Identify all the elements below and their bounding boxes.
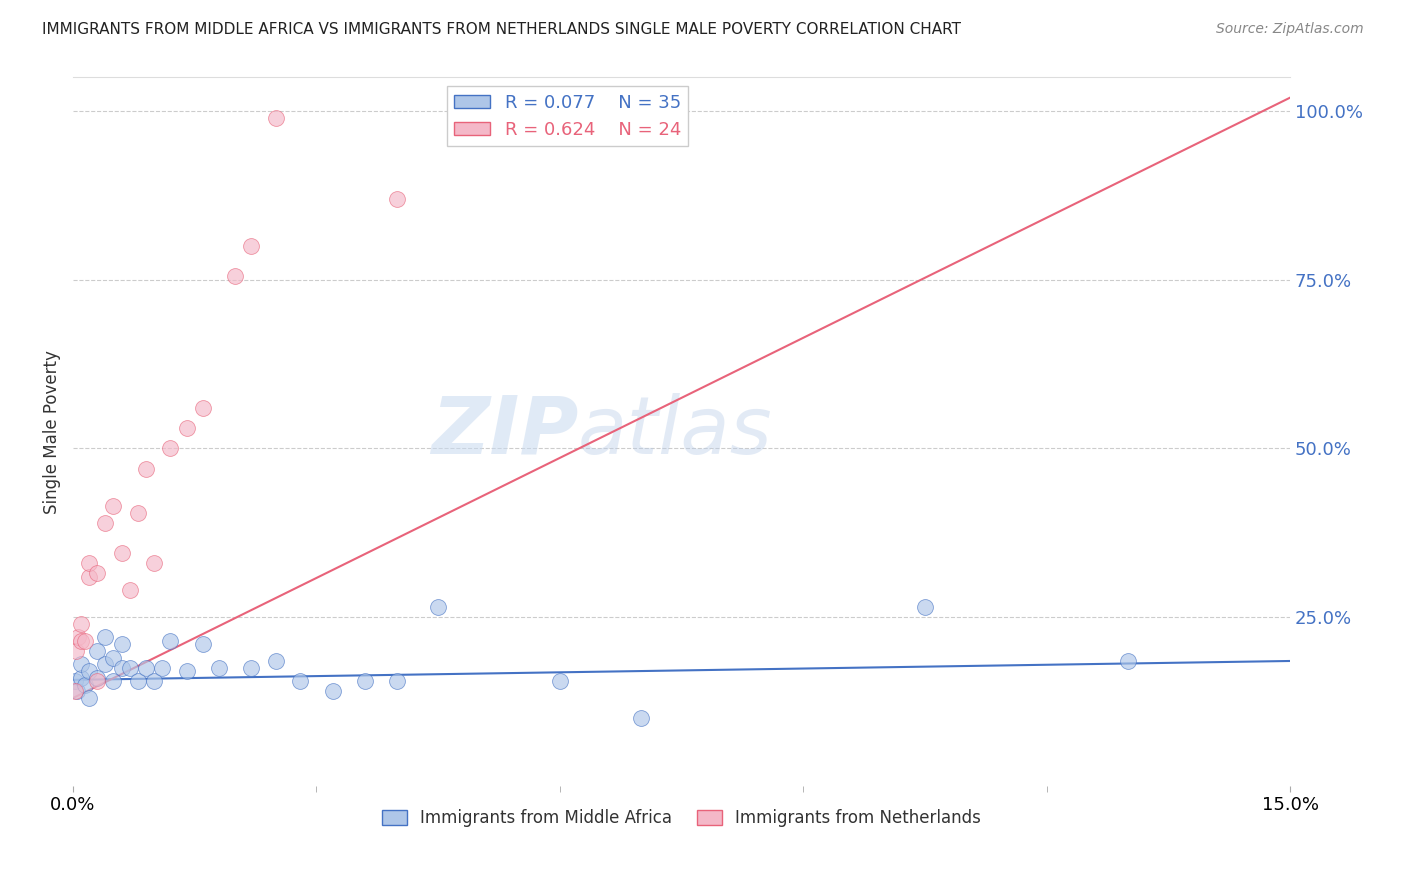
Point — [143, 556, 166, 570]
Point — [110, 637, 132, 651]
Point — [135, 461, 157, 475]
Point — [86, 671, 108, 685]
Legend: Immigrants from Middle Africa, Immigrants from Netherlands: Immigrants from Middle Africa, Immigrant… — [375, 803, 988, 834]
Point — [65, 644, 87, 658]
Point — [264, 111, 287, 125]
Point — [70, 671, 93, 685]
Text: ZIP: ZIP — [430, 392, 578, 471]
Point — [110, 661, 132, 675]
Point — [191, 637, 214, 651]
Point — [135, 661, 157, 675]
Point — [94, 516, 117, 530]
Point — [103, 650, 125, 665]
Point — [94, 657, 117, 672]
Point — [1116, 654, 1139, 668]
Point — [63, 684, 86, 698]
Point — [75, 633, 97, 648]
Point — [75, 677, 97, 691]
Point — [240, 661, 263, 675]
Point — [224, 269, 246, 284]
Point — [176, 421, 198, 435]
Point — [387, 674, 409, 689]
Point — [191, 401, 214, 415]
Point — [630, 711, 652, 725]
Point — [94, 631, 117, 645]
Point — [70, 633, 93, 648]
Point — [150, 661, 173, 675]
Point — [288, 674, 311, 689]
Point — [86, 566, 108, 581]
Point — [322, 684, 344, 698]
Point — [127, 674, 149, 689]
Point — [143, 674, 166, 689]
Point — [77, 664, 100, 678]
Point — [159, 633, 181, 648]
Point — [70, 657, 93, 672]
Y-axis label: Single Male Poverty: Single Male Poverty — [44, 350, 60, 514]
Point — [354, 674, 377, 689]
Point — [77, 691, 100, 706]
Point — [127, 506, 149, 520]
Text: Source: ZipAtlas.com: Source: ZipAtlas.com — [1216, 22, 1364, 37]
Point — [110, 546, 132, 560]
Point — [86, 644, 108, 658]
Point — [176, 664, 198, 678]
Point — [159, 442, 181, 456]
Point — [77, 556, 100, 570]
Text: atlas: atlas — [578, 392, 773, 471]
Point — [103, 674, 125, 689]
Point — [118, 661, 141, 675]
Point — [264, 654, 287, 668]
Point — [240, 239, 263, 253]
Point — [86, 674, 108, 689]
Point — [118, 583, 141, 598]
Point — [427, 600, 450, 615]
Text: IMMIGRANTS FROM MIDDLE AFRICA VS IMMIGRANTS FROM NETHERLANDS SINGLE MALE POVERTY: IMMIGRANTS FROM MIDDLE AFRICA VS IMMIGRA… — [42, 22, 962, 37]
Point — [65, 674, 87, 689]
Point — [66, 684, 89, 698]
Point — [387, 192, 409, 206]
Point — [66, 631, 89, 645]
Point — [103, 499, 125, 513]
Point — [70, 616, 93, 631]
Point — [208, 661, 231, 675]
Point — [548, 674, 571, 689]
Point — [914, 600, 936, 615]
Point — [77, 569, 100, 583]
